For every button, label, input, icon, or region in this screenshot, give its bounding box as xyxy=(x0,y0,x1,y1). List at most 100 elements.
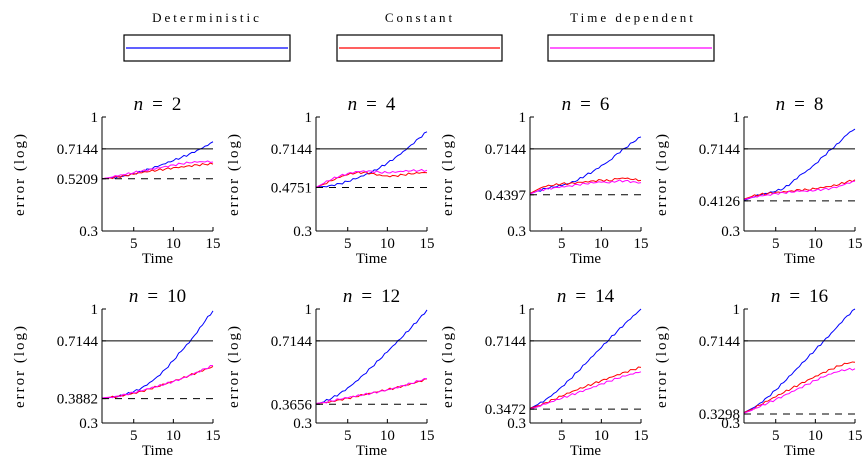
x-tick-label: 10 xyxy=(380,428,395,444)
chart-title: n = 4 xyxy=(348,94,396,115)
series-line-constant-n8 xyxy=(743,179,856,200)
legend-box-constant xyxy=(336,34,503,62)
y-tick-label: 1 xyxy=(519,302,527,318)
chart-title-number: 6 xyxy=(600,94,610,115)
chart-title-equals: = xyxy=(366,94,377,115)
chart-title-variable: n xyxy=(776,94,786,115)
series-line-time-dependent-n10 xyxy=(101,365,214,399)
series-line-deterministic-n8 xyxy=(743,128,856,201)
chart-title-equals: = xyxy=(580,94,591,115)
x-tick-label: 10 xyxy=(594,428,609,444)
legend-box-time-dependent xyxy=(547,34,715,62)
x-tick-label: 15 xyxy=(420,428,435,444)
legend-label-constant: Constant xyxy=(385,10,455,25)
y-tick-label: 0.7144 xyxy=(271,142,313,158)
chart-title-number: 10 xyxy=(167,286,186,307)
x-tick-label: 15 xyxy=(420,236,435,252)
y-tick-label: 0.3 xyxy=(507,224,526,240)
chart-title-equals: = xyxy=(361,286,372,307)
series-line-time-dependent-n12 xyxy=(315,378,428,404)
legend-label-deterministic: Deterministic xyxy=(152,10,262,25)
chart-title-number: 14 xyxy=(595,286,615,307)
x-tick-label: 15 xyxy=(848,236,863,252)
chart-title-number: 12 xyxy=(381,286,400,307)
legend-box-deterministic xyxy=(123,34,291,62)
y-tick-label: 0.3 xyxy=(79,224,98,240)
series-line-time-dependent-n14 xyxy=(529,371,642,410)
y-tick-label: 1 xyxy=(519,110,527,126)
y-axis-label: error (log) xyxy=(226,132,242,216)
y-tick-label: 1 xyxy=(733,302,741,318)
chart-title: n = 16 xyxy=(771,286,828,307)
x-axis-label: Time xyxy=(784,443,815,459)
y-axis-label: error (log) xyxy=(226,324,242,408)
y-axis-label: error (log) xyxy=(440,132,456,216)
y-tick-label: 0.7144 xyxy=(271,334,313,350)
chart-title: n = 12 xyxy=(343,286,400,307)
x-tick-label: 5 xyxy=(558,428,566,444)
y-tick-label: 0.4397 xyxy=(485,188,527,204)
y-tick-label: 0.3 xyxy=(293,416,312,432)
chart-title-variable: n xyxy=(557,286,567,307)
series-line-deterministic-n4 xyxy=(315,131,428,188)
chart-title-variable: n xyxy=(129,286,139,307)
y-tick-label: 1 xyxy=(733,110,741,126)
x-tick-label: 10 xyxy=(808,428,823,444)
series-line-constant-n4 xyxy=(315,171,428,188)
chart-title-equals: = xyxy=(575,286,586,307)
series-line-deterministic-n2 xyxy=(101,141,214,180)
y-tick-label: 0.7144 xyxy=(485,142,527,158)
y-tick-label: 0.4126 xyxy=(699,194,741,210)
chart-title-equals: = xyxy=(789,286,800,307)
y-tick-label: 0.7144 xyxy=(699,142,741,158)
chart-title-equals: = xyxy=(152,94,163,115)
series-line-constant-n6 xyxy=(529,177,642,194)
series-line-deterministic-n10 xyxy=(101,310,214,399)
x-tick-label: 15 xyxy=(206,428,221,444)
x-tick-label: 5 xyxy=(344,236,352,252)
chart-title-variable: n xyxy=(343,286,353,307)
y-axis-label: error (log) xyxy=(654,324,670,408)
y-tick-label: 1 xyxy=(305,302,313,318)
chart-title-number: 2 xyxy=(172,94,182,115)
chart-title-number: 4 xyxy=(386,94,396,115)
x-tick-label: 15 xyxy=(634,236,649,252)
y-tick-label: 0.3882 xyxy=(57,392,98,408)
x-tick-label: 10 xyxy=(166,428,181,444)
chart-title-equals: = xyxy=(794,94,805,115)
y-tick-label: 0.5209 xyxy=(57,172,98,188)
x-axis-label: Time xyxy=(570,443,601,459)
x-tick-label: 5 xyxy=(130,236,138,252)
series-line-time-dependent-n4 xyxy=(315,168,428,188)
chart-title-equals: = xyxy=(147,286,158,307)
x-tick-label: 5 xyxy=(344,428,352,444)
y-tick-label: 1 xyxy=(91,302,99,318)
series-line-constant-n16 xyxy=(743,361,856,414)
y-tick-label: 1 xyxy=(91,110,99,126)
y-axis-label: error (log) xyxy=(440,324,456,408)
x-tick-label: 10 xyxy=(166,236,181,252)
x-axis-label: Time xyxy=(356,443,387,459)
x-tick-label: 15 xyxy=(206,236,221,252)
chart-title: n = 2 xyxy=(134,94,182,115)
x-axis-label: Time xyxy=(142,443,173,459)
y-tick-label: 0.3656 xyxy=(271,397,313,413)
series-line-deterministic-n12 xyxy=(315,309,428,405)
chart-title: n = 8 xyxy=(776,94,824,115)
chart-title: n = 6 xyxy=(562,94,610,115)
y-axis-label: error (log) xyxy=(12,324,28,408)
x-tick-label: 15 xyxy=(634,428,649,444)
series-line-time-dependent-n8 xyxy=(743,180,856,201)
series-line-time-dependent-n6 xyxy=(529,179,642,195)
y-tick-label: 0.3 xyxy=(79,416,98,432)
chart-title-variable: n xyxy=(771,286,781,307)
legend: Deterministic Constant Time dependent xyxy=(123,10,715,62)
y-axis-label: error (log) xyxy=(654,132,670,216)
